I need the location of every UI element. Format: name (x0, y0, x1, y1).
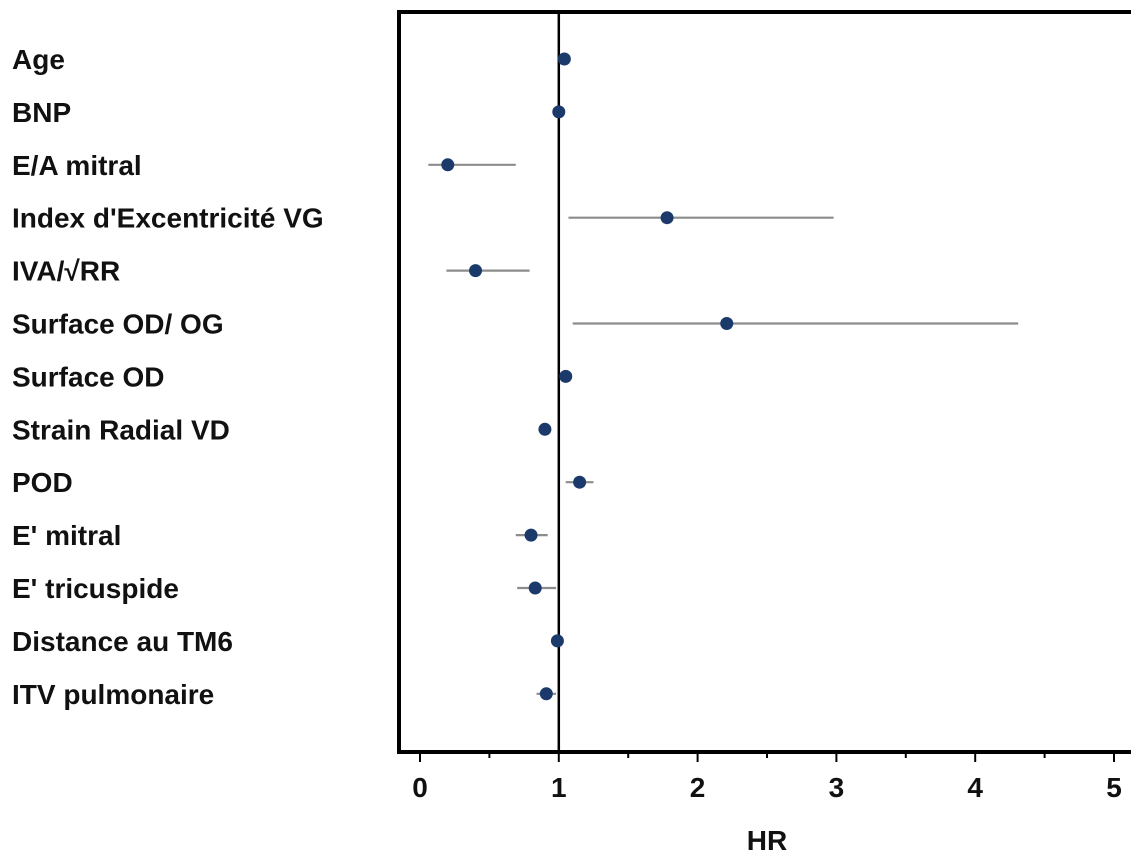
row-label: Strain Radial VD (12, 414, 230, 445)
hr-point (660, 211, 674, 225)
x-tick-label: 5 (1106, 772, 1122, 803)
hr-point (550, 634, 564, 648)
row-label: POD (12, 467, 73, 498)
confidence-intervals (428, 57, 1019, 695)
x-tick-label: 4 (967, 772, 983, 803)
row-label: IVA/√RR (12, 256, 120, 287)
x-tick-label: 3 (829, 772, 845, 803)
x-tick-label: 2 (690, 772, 706, 803)
hr-point (524, 528, 538, 542)
row-label: Index d'Excentricité VG (12, 203, 324, 234)
point-estimates (441, 52, 734, 701)
row-label: Distance au TM6 (12, 626, 233, 657)
row-label: Surface OD/ OG (12, 309, 224, 340)
row-label: E/A mitral (12, 150, 142, 181)
row-label: Age (12, 44, 65, 75)
hr-point (441, 158, 455, 172)
hr-point (720, 317, 734, 330)
hr-point (557, 52, 571, 66)
row-labels: Age BNP E/A mitral Index d'Excentricité VG I… (12, 44, 324, 710)
hr-point (552, 105, 566, 119)
row-label: BNP (12, 97, 71, 128)
hr-point (469, 264, 483, 278)
row-label: Surface OD (12, 361, 165, 392)
x-tick-label: 1 (551, 772, 567, 803)
x-axis-title: HR (747, 825, 787, 854)
plot-frame (397, 10, 1131, 754)
x-axis: 0 1 2 3 4 5 (412, 752, 1122, 803)
row-label: ITV pulmonaire (12, 679, 214, 710)
x-tick-label: 0 (412, 772, 428, 803)
hr-point (528, 581, 542, 595)
row-label: E' mitral (12, 520, 121, 551)
hr-point (539, 687, 553, 701)
row-label: E' tricuspide (12, 573, 179, 604)
hr-point (559, 369, 573, 383)
hr-point (538, 422, 552, 436)
hr-point (573, 475, 587, 489)
